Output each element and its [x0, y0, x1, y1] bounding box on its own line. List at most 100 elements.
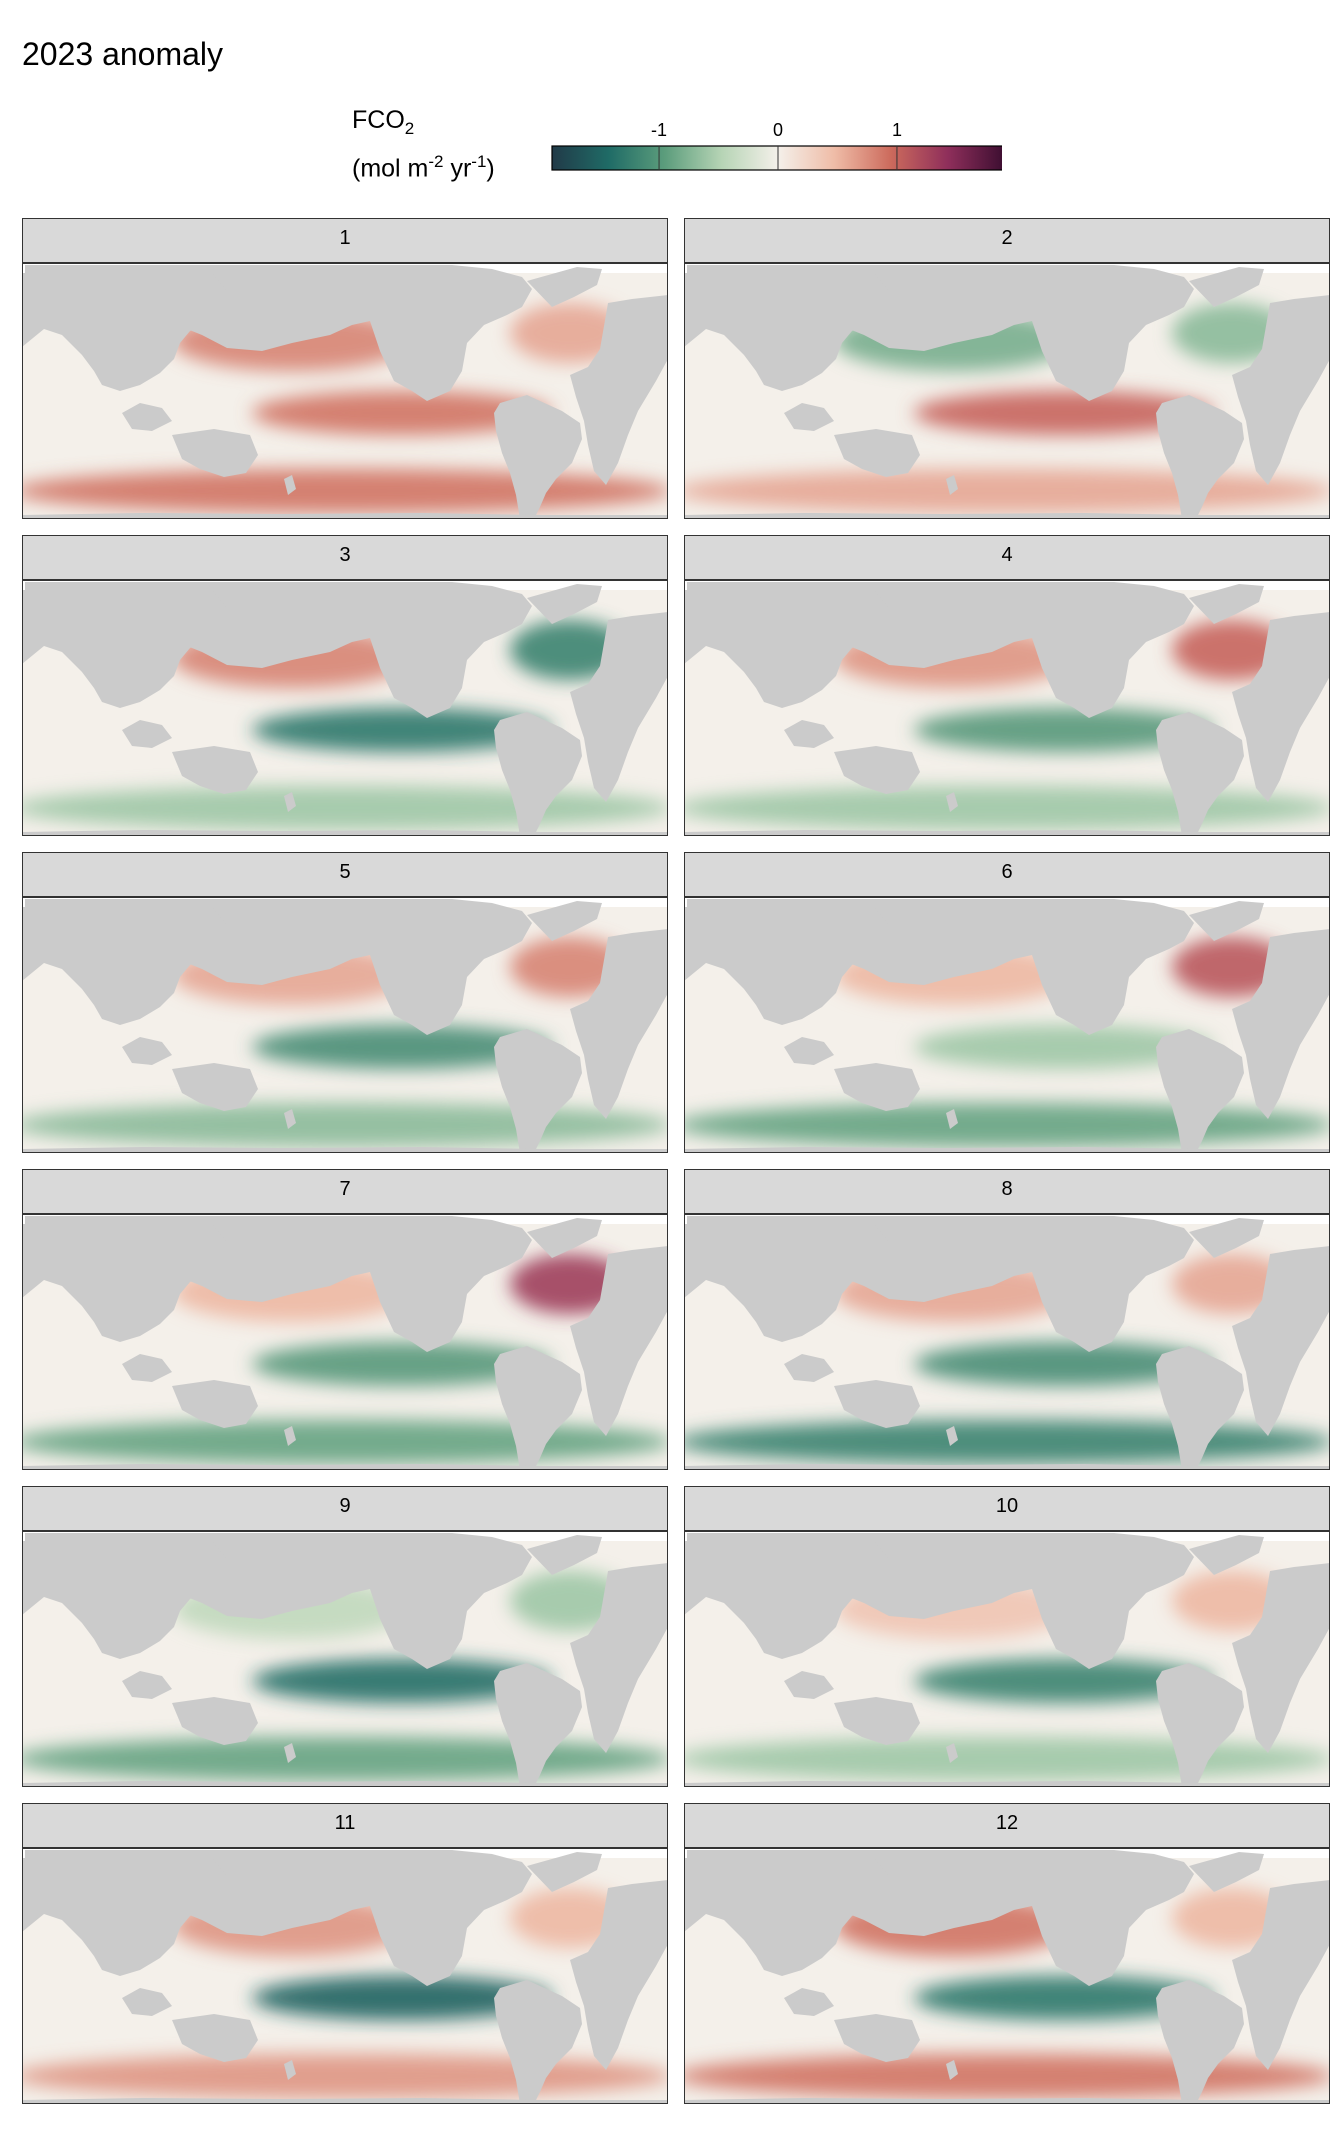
greenland-landmass: [527, 901, 602, 941]
maritime-continent-landmass: [784, 1988, 834, 2016]
colorbar: -1 0 1: [551, 120, 1002, 171]
new-zealand-landmass: [946, 1109, 958, 1129]
europe-africa-landmass: [1232, 1880, 1330, 2070]
australia-landmass: [172, 2014, 258, 2062]
asia-landmass: [684, 907, 889, 1025]
asia-landmass: [22, 273, 227, 391]
facet-label: 10: [995, 1495, 1019, 1517]
maritime-continent-landmass: [122, 1037, 172, 1065]
australia-landmass: [834, 746, 920, 794]
europe-africa-landmass: [570, 1880, 668, 2070]
facet-panel: 6: [684, 852, 1330, 1153]
asia-landmass: [684, 273, 889, 391]
panel-border: [22, 1531, 668, 1787]
south-america-landmass: [494, 1980, 582, 2104]
anomaly-map: [684, 1531, 1330, 1787]
facet-label: 9: [339, 1495, 351, 1517]
anomaly-region-equatorial-pacific: [914, 391, 1214, 435]
anomaly-region-southern-ocean: [22, 1737, 668, 1781]
anomaly-region-north-atlantic: [510, 1571, 630, 1631]
anomaly-map: [22, 1214, 668, 1470]
anomaly-map: [684, 1214, 1330, 1470]
anomaly-region-southern-ocean: [22, 786, 668, 830]
facet-label: 11: [334, 1812, 356, 1834]
facet-panel: 7: [22, 1169, 668, 1470]
greenland-landmass: [1189, 267, 1264, 307]
anomaly-region-southern-ocean: [684, 2054, 1330, 2098]
greenland-landmass: [1189, 584, 1264, 624]
colorbar-tick-label: -1: [651, 120, 667, 140]
asia-landmass: [22, 590, 227, 708]
anomaly-region-equatorial-pacific: [914, 708, 1214, 752]
south-america-landmass: [494, 1663, 582, 1787]
facet-panel: 1: [22, 218, 668, 519]
australia-landmass: [172, 746, 258, 794]
facet-panel: 2: [684, 218, 1330, 519]
facet-strip: 4: [684, 535, 1330, 580]
europe-africa-landmass: [570, 1563, 668, 1753]
facet-strip: 8: [684, 1169, 1330, 1214]
facet-label: 5: [339, 861, 351, 883]
anomaly-map: [22, 580, 668, 836]
panel-border: [22, 580, 668, 836]
asia-landmass: [684, 590, 889, 708]
panel-border: [684, 263, 1330, 519]
australia-landmass: [172, 1063, 258, 1111]
maritime-continent-landmass: [784, 1671, 834, 1699]
maritime-continent-landmass: [784, 720, 834, 748]
anomaly-region-southern-ocean: [684, 1420, 1330, 1464]
anomaly-region-southern-ocean: [684, 469, 1330, 513]
legend-unit-sup2: -1: [471, 152, 487, 171]
australia-landmass: [172, 429, 258, 477]
south-america-landmass: [1156, 1346, 1244, 1470]
facet-strip: 7: [22, 1169, 668, 1214]
antarctica-landmass: [22, 1147, 668, 1153]
anomaly-region-north-atlantic: [1172, 1888, 1292, 1948]
antarctica-landmass: [22, 1781, 668, 1787]
anomaly-region-southern-ocean: [22, 1103, 668, 1147]
anomaly-region-equatorial-pacific: [252, 1976, 552, 2020]
europe-africa-landmass: [570, 929, 668, 1119]
anomaly-region-equatorial-pacific: [914, 1976, 1214, 2020]
anomaly-map: [22, 897, 668, 1153]
australia-landmass: [172, 1380, 258, 1428]
antarctica-landmass: [22, 830, 668, 836]
south-america-landmass: [1156, 1980, 1244, 2104]
legend-unit-c: ): [486, 154, 495, 183]
anomaly-region-southern-ocean: [684, 786, 1330, 830]
anomaly-region-north-atlantic: [510, 1254, 630, 1314]
maritime-continent-landmass: [122, 720, 172, 748]
maritime-continent-landmass: [122, 1354, 172, 1382]
greenland-landmass: [527, 584, 602, 624]
maritime-continent-landmass: [122, 403, 172, 431]
australia-landmass: [834, 2014, 920, 2062]
facet-label: 2: [1001, 227, 1013, 249]
anomaly-region-southern-ocean: [22, 469, 668, 513]
europe-africa-landmass: [1232, 295, 1330, 485]
europe-africa-landmass: [1232, 612, 1330, 802]
anomaly-region-north-atlantic: [510, 1888, 630, 1948]
panel-border: [684, 1531, 1330, 1787]
facet-panel: 8: [684, 1169, 1330, 1470]
antarctica-landmass: [684, 1781, 1330, 1787]
legend-title: FCO2 (mol m-2 yr-1): [352, 104, 495, 185]
chart-title: 2023 anomaly: [22, 36, 224, 72]
new-zealand-landmass: [946, 792, 958, 812]
greenland-landmass: [527, 1218, 602, 1258]
antarctica-landmass: [684, 2098, 1330, 2104]
asia-landmass: [684, 1541, 889, 1659]
panel-border: [22, 1848, 668, 2104]
anomaly-region-equatorial-pacific: [252, 391, 552, 435]
anomaly-region-north-atlantic: [1172, 303, 1292, 363]
new-zealand-landmass: [946, 2060, 958, 2080]
asia-landmass: [22, 907, 227, 1025]
facet-label: 6: [1001, 861, 1013, 883]
maritime-continent-landmass: [784, 1354, 834, 1382]
anomaly-region-southern-ocean: [22, 1420, 668, 1464]
europe-africa-landmass: [570, 612, 668, 802]
antarctica-landmass: [684, 1464, 1330, 1470]
anomaly-map: [684, 897, 1330, 1153]
asia-landmass: [684, 1224, 889, 1342]
greenland-landmass: [1189, 1535, 1264, 1575]
